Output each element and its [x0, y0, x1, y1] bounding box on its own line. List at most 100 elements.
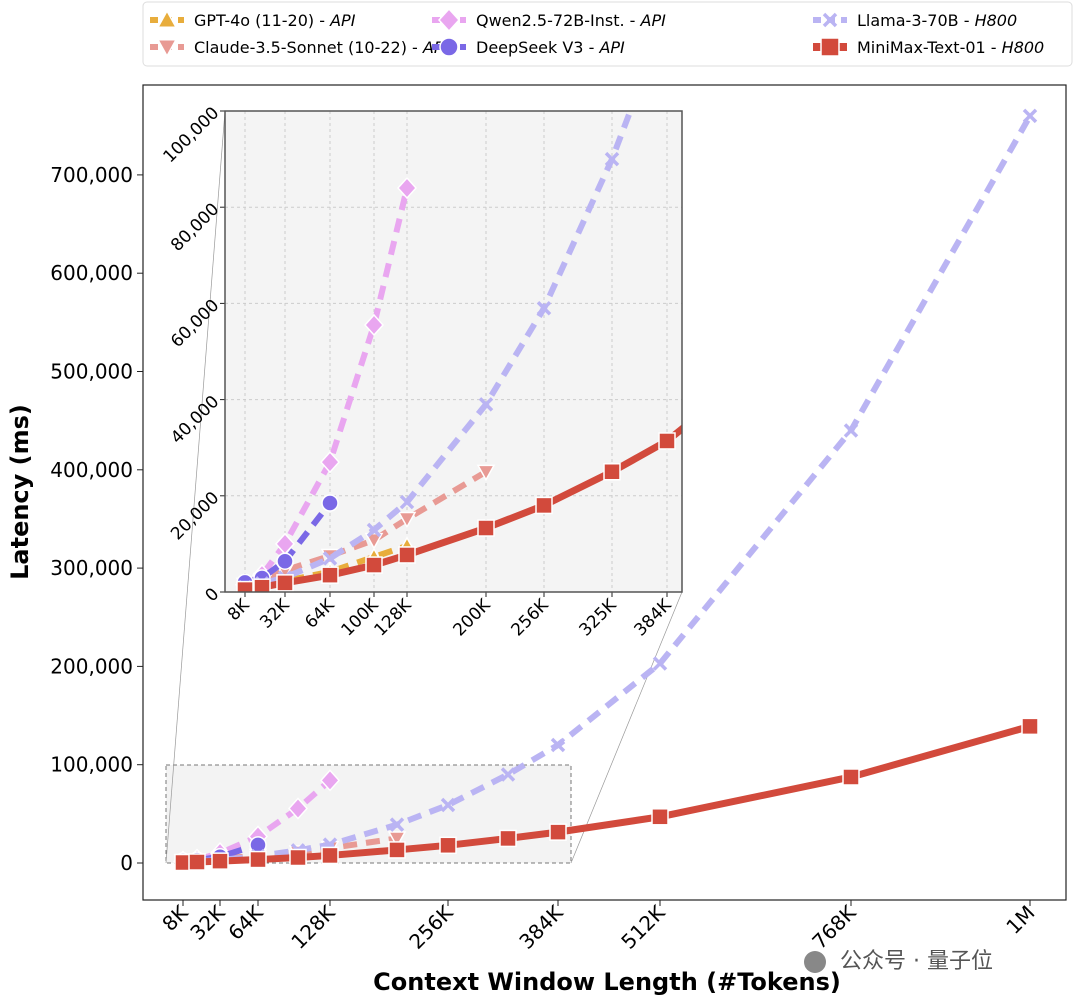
data-point-x [822, 12, 838, 28]
data-point-x [399, 494, 415, 510]
legend-label: Claude-3.5-Sonnet (10-22) - API [194, 38, 449, 57]
data-point-diamond [319, 769, 341, 792]
data-point-diamond [287, 797, 309, 820]
data-point-square [439, 836, 457, 855]
data-point-circle [276, 552, 294, 570]
data-point-square [236, 580, 254, 592]
series-line [244, 542, 408, 590]
data-point-square [820, 37, 840, 57]
legend-deploy: H800 [975, 11, 1018, 30]
y-axis-label: Latency (ms) [6, 404, 34, 580]
data-point-triangle [156, 9, 178, 28]
data-point-square [276, 574, 294, 592]
data-point-x [536, 300, 552, 316]
legend-deploy: H800 [1002, 38, 1045, 57]
x-tick-label: 384K [514, 900, 568, 954]
data-point-x [389, 817, 405, 832]
inset-background [225, 111, 682, 592]
y-tick-label: 0 [120, 851, 133, 875]
data-point-square [658, 432, 676, 450]
y-tick-label: 500,000 [50, 360, 133, 384]
data-point-x [1022, 108, 1038, 124]
data-point-square [1021, 717, 1039, 736]
data-point-square [499, 829, 517, 848]
data-point-x [652, 656, 668, 671]
legend-deploy: API [598, 38, 625, 57]
data-point-circle [321, 494, 339, 512]
data-point-triangle [476, 464, 496, 482]
y-tick-label: 600,000 [50, 261, 133, 285]
data-point-square [365, 556, 383, 574]
inset-frame [224, 110, 683, 593]
data-point-x [604, 151, 620, 167]
data-point-square [289, 848, 307, 867]
data-point-x [440, 797, 456, 813]
data-point-square [253, 578, 271, 592]
legend-label: Llama-3-70B - H800 [857, 11, 1017, 30]
data-point-square [388, 841, 406, 859]
legend-item: MiniMax-Text-01 - H800 [813, 37, 1044, 57]
x-tick-label: 64K [223, 900, 268, 945]
legend-item: Claude-3.5-Sonnet (10-22) - API [150, 38, 449, 58]
data-point-triangle [397, 511, 417, 529]
x-axis-label: Context Window Length (#Tokens) [373, 968, 841, 996]
data-point-square [842, 768, 860, 786]
legend-model-name: MiniMax-Text-01 - [857, 38, 1002, 57]
watermark: 公众号 · 量子位 [840, 949, 993, 974]
legend-label: GPT-4o (11-20) - API [194, 11, 356, 30]
legend-deploy: API [640, 11, 667, 30]
legend-deploy: API [329, 11, 356, 30]
y-tick-label: 300,000 [50, 556, 133, 580]
y-tick-label: 100,000 [50, 753, 133, 777]
data-point-square [249, 850, 267, 869]
x-tick-label: 512K [616, 900, 670, 954]
legend-label: MiniMax-Text-01 - H800 [857, 38, 1044, 57]
legend-label: Qwen2.5-72B-Inst. - API [476, 11, 666, 30]
data-point-triangle [387, 831, 407, 848]
data-point-square [188, 853, 206, 871]
legend-model-name: DeepSeek V3 - [476, 38, 599, 57]
x-tick-label: 768K [807, 900, 861, 954]
legend-model-name: Claude-3.5-Sonnet (10-22) - [194, 38, 423, 57]
y-tick-label: 400,000 [50, 458, 133, 482]
data-point-diamond [437, 7, 461, 33]
series-minimax-text-01 [174, 717, 1039, 872]
series-line [243, 187, 410, 588]
data-point-square [321, 846, 339, 865]
data-point-diamond [396, 176, 418, 200]
data-point-x [322, 551, 338, 566]
x-tick-label: 32K [185, 900, 230, 945]
y-tick-label: 700,000 [50, 163, 133, 187]
series-minimax-text-01 [236, 424, 682, 592]
legend: GPT-4o (11-20) - API Claude-3.5-Sonnet (1… [142, 1, 1073, 67]
x-tick-label: 128K [286, 900, 340, 954]
x-tick-label: 1M [1001, 901, 1039, 939]
data-point-triangle [156, 39, 178, 58]
data-point-square [535, 496, 553, 515]
legend-item: Qwen2.5-72B-Inst. - API [432, 7, 666, 33]
legend-item: GPT-4o (11-20) - API [150, 9, 356, 30]
legend-model-name: GPT-4o (11-20) - [194, 11, 330, 30]
data-point-triangle [364, 532, 384, 550]
data-point-diamond [319, 451, 341, 474]
zoom-connector-line [570, 591, 683, 864]
legend-item: DeepSeek V3 - API [432, 37, 625, 57]
data-point-square [549, 823, 567, 841]
data-point-x [843, 423, 859, 438]
legend-model-name: Qwen2.5-72B-Inst. - [476, 11, 641, 30]
legend-item: Llama-3-70B - H800 [813, 11, 1017, 30]
y-tick-label: 200,000 [50, 654, 133, 678]
data-point-x [500, 767, 516, 782]
x-tick-label: 256K [404, 900, 458, 954]
data-point-x [366, 522, 382, 538]
data-point-x [478, 397, 494, 412]
data-point-x [550, 737, 566, 753]
data-point-square [398, 546, 416, 564]
data-point-square [603, 463, 621, 481]
data-point-circle [439, 37, 459, 57]
legend-label: DeepSeek V3 - API [476, 38, 625, 57]
data-point-square [477, 519, 495, 537]
legend-model-name: Llama-3-70B - [857, 11, 975, 30]
